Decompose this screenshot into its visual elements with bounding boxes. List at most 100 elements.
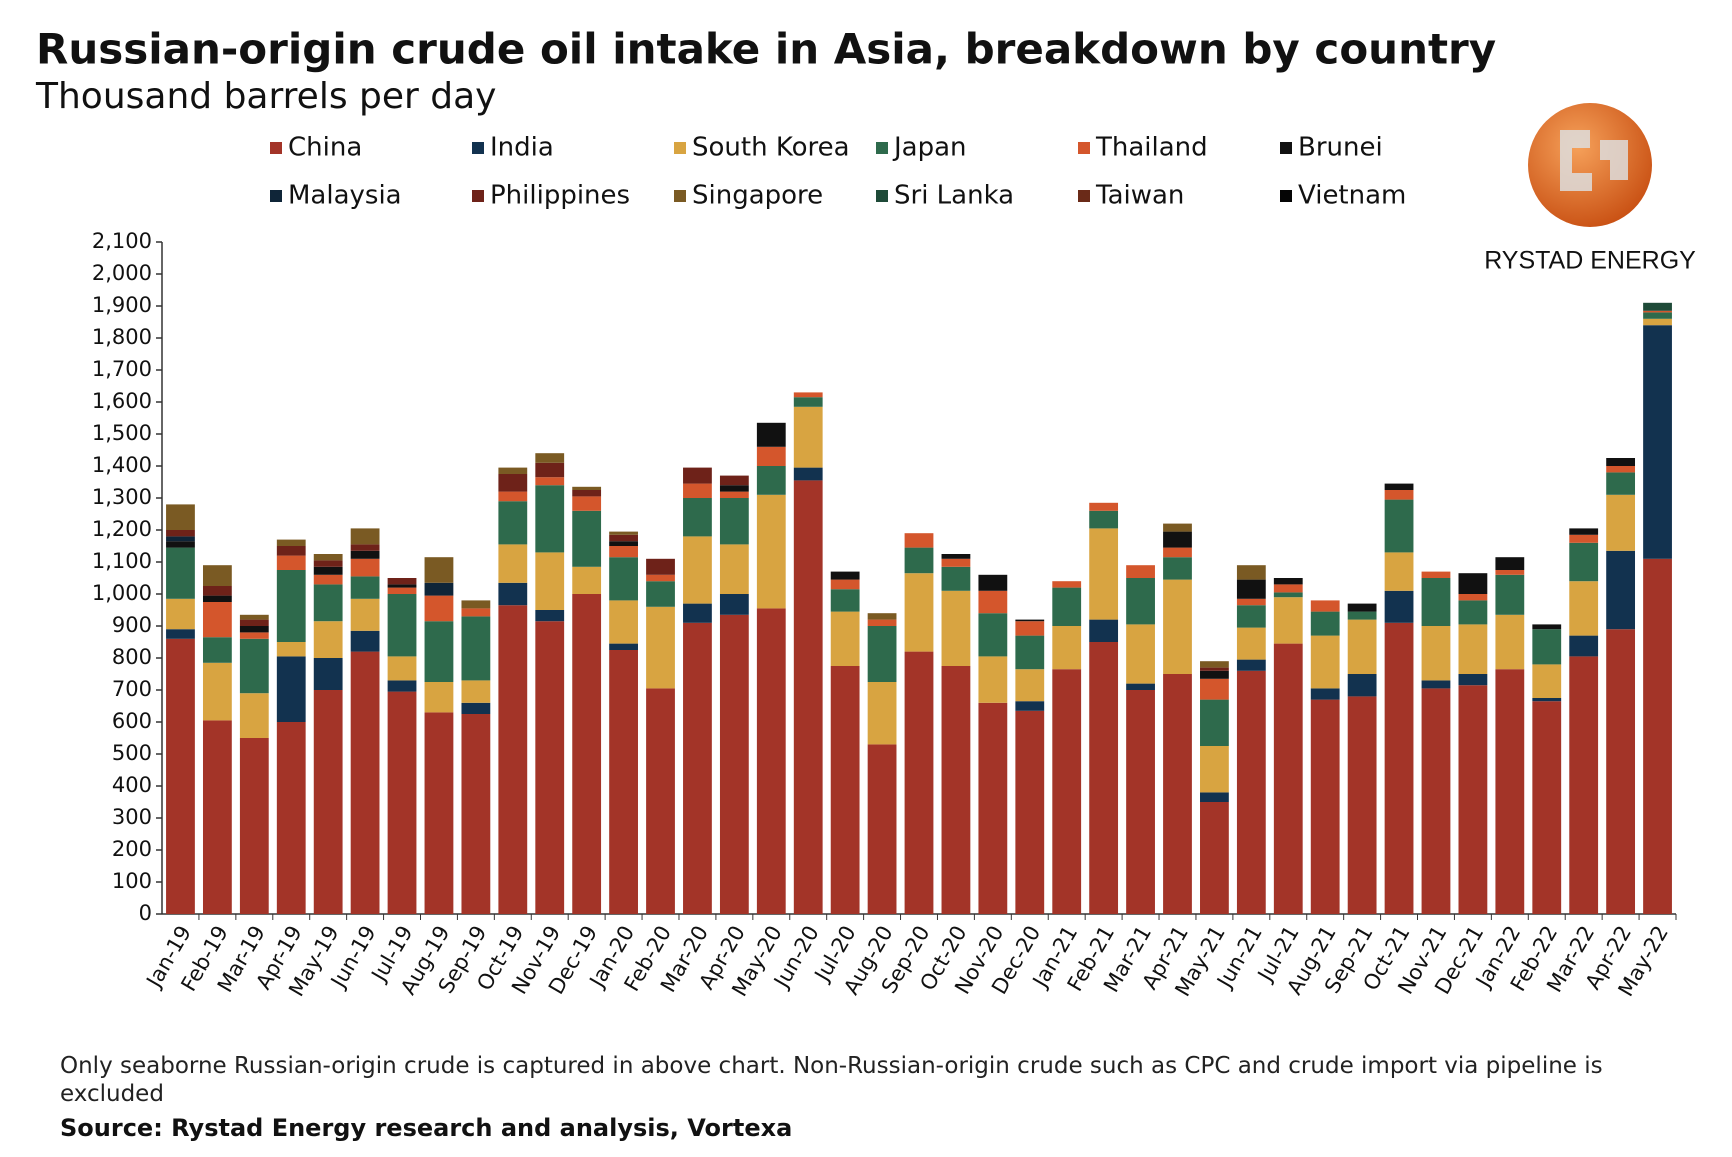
bar-segment (609, 531, 638, 535)
bar-segment (313, 621, 343, 658)
bar-segment (239, 693, 269, 738)
bar-segment (1532, 701, 1562, 914)
legend-swatch (1078, 190, 1090, 202)
bar-segment (239, 619, 269, 626)
bar-segment (350, 630, 380, 652)
bar-segment (1606, 466, 1636, 473)
bar-segment (1310, 635, 1340, 689)
legend-label: Thailand (1095, 133, 1208, 163)
bar-segment (867, 626, 897, 682)
bar-segment (609, 600, 638, 644)
bar-segment (1384, 490, 1414, 500)
bar-segment (1643, 558, 1672, 914)
bar-segment (1495, 669, 1525, 914)
bar-segment (424, 557, 454, 583)
bar-segment (461, 714, 491, 914)
bar-segment (387, 594, 417, 657)
bar-segment (830, 571, 860, 580)
bar-segment (350, 598, 380, 631)
legend-swatch (674, 190, 686, 202)
bar-segment (1384, 483, 1414, 490)
y-tick-label: 1,500 (92, 421, 152, 445)
bar-segment (535, 453, 565, 463)
bar-segment (1015, 621, 1045, 636)
bar-segment (387, 584, 417, 588)
y-tick-label: 1,200 (92, 517, 152, 541)
bar-segment (1347, 619, 1377, 674)
bar-segment (1126, 690, 1155, 914)
bar-segment (535, 610, 565, 622)
bar-segment (867, 744, 897, 914)
legend-label: Singapore (692, 181, 823, 211)
bar-segment (941, 666, 971, 914)
bar-segment (609, 546, 638, 558)
source: Source: Rystad Energy research and analy… (60, 1114, 793, 1142)
bar-segment (535, 552, 565, 610)
legend-swatch (1280, 190, 1292, 202)
bar-segment (1052, 581, 1082, 588)
bar-segment (276, 642, 306, 657)
bar-segment (609, 557, 638, 601)
bar-segment (313, 690, 343, 914)
bar-segment (683, 536, 712, 604)
bar-segment (1163, 557, 1192, 580)
bar-segment (350, 550, 380, 559)
bar-segment (683, 467, 712, 484)
legend-label: Malaysia (288, 181, 402, 211)
bar-segment (793, 397, 823, 407)
bar-segment (1532, 629, 1562, 665)
bar-segment (1495, 574, 1525, 615)
bar-segment (572, 594, 602, 914)
bar-segment (830, 611, 860, 666)
bar-segment (1347, 696, 1377, 914)
bar-segment (719, 614, 749, 914)
bar-segment (572, 566, 602, 594)
bar-segment (1052, 587, 1082, 626)
bar-segment (387, 656, 417, 681)
bar-segment (1163, 579, 1192, 674)
bar-segment (609, 534, 638, 542)
bar-segment (646, 574, 675, 582)
bar-segment (1310, 611, 1340, 636)
bar-segment (1273, 592, 1303, 598)
bar-segment (1532, 698, 1562, 702)
bar-segment (461, 702, 491, 714)
bar-segment (756, 466, 786, 495)
bar-segment (1089, 642, 1119, 914)
bar-segment (1200, 699, 1229, 746)
bar-segment (166, 504, 195, 530)
bar-segment (1421, 626, 1451, 681)
y-tick-label: 1,600 (92, 389, 152, 413)
legend-swatch (876, 142, 888, 154)
bar-segment (904, 533, 934, 548)
bar-segment (830, 589, 860, 612)
bar-segment (978, 574, 1008, 591)
bar-segment (1421, 688, 1451, 914)
y-tick-label: 1,700 (92, 357, 152, 381)
bar-segment (1236, 627, 1266, 660)
bar-segment (793, 480, 823, 914)
bar-segment (609, 643, 638, 650)
footnote: Only seaborne Russian-origin crude is ca… (60, 1053, 1603, 1107)
bar-segment (1569, 534, 1599, 543)
bar-segment (1606, 629, 1636, 914)
bar-segment (1606, 550, 1636, 630)
bar-segment (166, 598, 195, 630)
bar-segment (166, 541, 195, 548)
bar-segment (1347, 611, 1377, 620)
bar-segment (1015, 619, 1045, 622)
bar-segment (572, 490, 602, 497)
bar-segment (313, 574, 343, 585)
y-tick-label: 200 (112, 837, 152, 861)
bar-segment (498, 491, 528, 502)
chart-title: Russian-origin crude oil intake in Asia,… (36, 25, 1496, 74)
bar-segment (276, 546, 306, 556)
legend-swatch (472, 190, 484, 202)
bar-segment (1200, 661, 1229, 668)
bar-segment (978, 656, 1008, 703)
bar-segment (1569, 581, 1599, 636)
y-tick-label: 500 (112, 741, 152, 765)
bar-segment (1458, 573, 1488, 594)
bar-segment (1532, 624, 1562, 630)
